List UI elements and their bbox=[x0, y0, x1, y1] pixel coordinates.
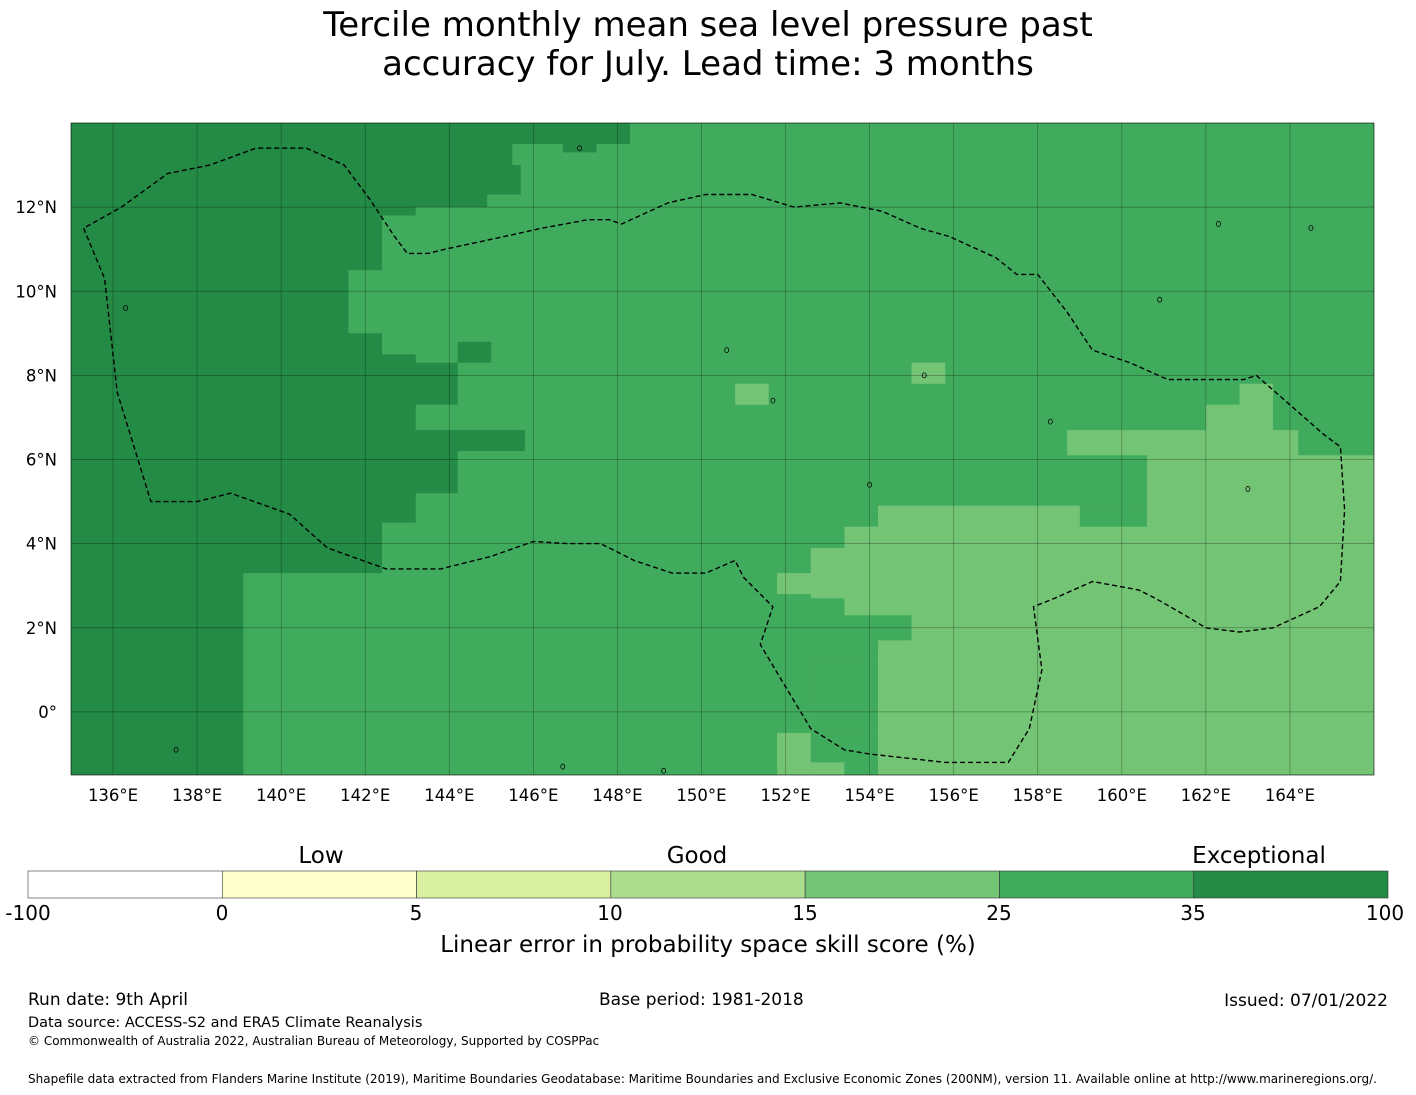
colorbar-bin bbox=[804, 870, 1000, 899]
latitude-tick-label: 4°N bbox=[26, 535, 57, 554]
longitude-tick-label: 158°E bbox=[1013, 786, 1063, 805]
island-outline bbox=[1308, 225, 1314, 232]
skill-region bbox=[1079, 505, 1147, 527]
island-outline bbox=[1047, 418, 1053, 425]
colorbar-axis-label: Linear error in probability space skill … bbox=[440, 932, 976, 958]
latitude-tick-label: 10°N bbox=[15, 282, 57, 301]
skill-region bbox=[457, 341, 492, 363]
skill-region bbox=[810, 661, 878, 733]
category-label-exceptional: Exceptional bbox=[1192, 843, 1326, 869]
eez-boundary-line bbox=[82, 147, 1346, 764]
title-line-2: accuracy for July. Lead time: 3 months bbox=[382, 44, 1034, 84]
longitude-tick-label: 150°E bbox=[676, 786, 726, 805]
colorbar-bin bbox=[416, 870, 612, 899]
copyright-notice: © Commonwealth of Australia 2022, Austra… bbox=[28, 1034, 600, 1048]
title-line-1: Tercile monthly mean sea level pressure … bbox=[323, 5, 1093, 45]
run-date: Run date: 9th April bbox=[28, 990, 188, 1010]
island-outline bbox=[921, 372, 927, 379]
chart-title: Tercile monthly mean sea level pressure … bbox=[0, 6, 1416, 84]
longitude-tick-label: 152°E bbox=[760, 786, 810, 805]
longitude-tick-label: 160°E bbox=[1097, 786, 1147, 805]
island-outline bbox=[661, 767, 667, 774]
skill-region bbox=[810, 762, 845, 775]
latitude-tick-label: 2°N bbox=[26, 619, 57, 638]
island-outline bbox=[724, 347, 730, 354]
island-outline bbox=[1245, 486, 1251, 492]
island-outline bbox=[770, 397, 776, 404]
longitude-tick-label: 142°E bbox=[340, 786, 390, 805]
longitude-tick-label: 164°E bbox=[1265, 786, 1315, 805]
island-outline bbox=[577, 145, 582, 152]
longitude-tick-label: 136°E bbox=[88, 786, 138, 805]
skill-region bbox=[844, 619, 878, 641]
latitude-tick-label: 6°N bbox=[26, 451, 57, 470]
island-outline bbox=[560, 763, 566, 770]
colorbar-tick-label: 100 bbox=[1365, 901, 1405, 925]
issued-date: Issued: 07/01/2022 bbox=[1224, 991, 1388, 1011]
longitude-tick-label: 146°E bbox=[508, 786, 558, 805]
map-frame bbox=[70, 122, 1375, 776]
colorbar-bin bbox=[610, 870, 806, 899]
colorbar-bin bbox=[999, 870, 1195, 899]
colorbar-tick-label: 10 bbox=[597, 901, 623, 925]
shapefile-credit: Shapefile data extracted from Flanders M… bbox=[28, 1072, 1377, 1086]
longitude-tick-label: 144°E bbox=[424, 786, 474, 805]
colorbar bbox=[27, 870, 1389, 899]
longitude-tick-label: 162°E bbox=[1181, 786, 1231, 805]
longitude-tick-label: 138°E bbox=[172, 786, 222, 805]
longitude-tick-label: 140°E bbox=[256, 786, 306, 805]
colorbar-tick-label: -100 bbox=[5, 901, 51, 925]
island-outline bbox=[1216, 221, 1221, 227]
longitude-tick-label: 156°E bbox=[929, 786, 979, 805]
skill-region bbox=[71, 123, 630, 775]
island-outline bbox=[1157, 296, 1163, 303]
latitude-tick-label: 8°N bbox=[26, 366, 57, 385]
island-outline bbox=[123, 305, 129, 311]
colorbar-bin bbox=[27, 870, 223, 899]
colorbar-tick-label: 35 bbox=[1180, 901, 1206, 925]
island-outline bbox=[173, 746, 179, 753]
colorbar-bin bbox=[1193, 870, 1389, 899]
skill-region bbox=[911, 362, 946, 384]
category-label-low: Low bbox=[298, 843, 344, 869]
skill-region bbox=[735, 383, 769, 405]
base-period: Base period: 1981-2018 bbox=[599, 990, 804, 1010]
map-content bbox=[71, 123, 1374, 775]
colorbar-tick-label: 5 bbox=[409, 901, 423, 925]
category-label-good: Good bbox=[666, 843, 728, 869]
colorbar-tick-label: 25 bbox=[986, 901, 1012, 925]
latitude-tick-label: 0° bbox=[38, 703, 57, 722]
data-source: Data source: ACCESS-S2 and ERA5 Climate … bbox=[28, 1015, 423, 1031]
colorbar-tick-label: 15 bbox=[792, 901, 818, 925]
skill-region bbox=[777, 383, 1374, 775]
longitude-tick-label: 154°E bbox=[845, 786, 895, 805]
island-outline bbox=[867, 481, 873, 488]
latitude-tick-label: 12°N bbox=[15, 198, 57, 217]
map-area: 136°E 138°E 140°E 142°E 144°E 146°E 148°E 150°E… bbox=[15, 122, 1375, 805]
colorbar-tick-label: 0 bbox=[215, 901, 229, 925]
colorbar-bin bbox=[221, 870, 417, 899]
longitude-tick-label: 148°E bbox=[592, 786, 642, 805]
